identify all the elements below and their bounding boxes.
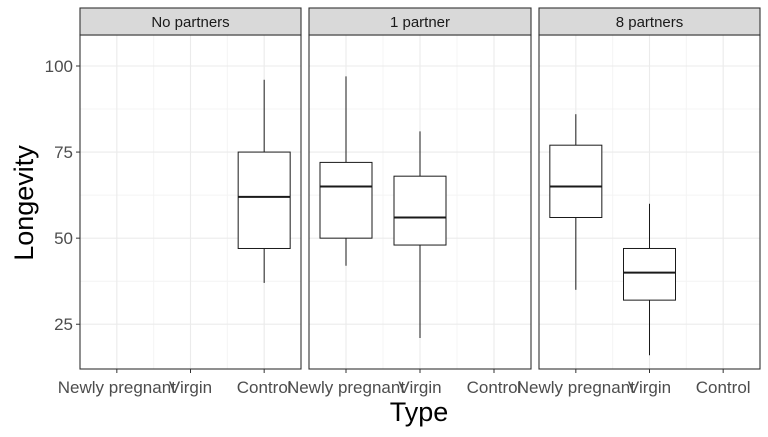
x-tick-label: Virgin [398,378,441,397]
x-tick-label: Virgin [169,378,212,397]
x-tick-label: Virgin [628,378,671,397]
box-iqr [623,247,676,301]
box-iqr [549,144,603,218]
box-iqr [319,161,373,239]
facet-strip-label: 8 partners [616,14,684,31]
x-tick-label: Newly pregnant [287,378,405,397]
facet-strip [308,7,532,36]
box-iqr [237,151,291,249]
x-tick-label: Control [467,378,522,397]
box-iqr [393,175,447,246]
facet-strip-label: No partners [151,14,229,31]
y-tick-label: 25 [54,315,73,334]
facet-strip [79,7,302,36]
x-axis-title: Type [390,397,449,427]
y-tick-label: 75 [54,143,73,162]
x-tick-label: Control [237,378,292,397]
x-tick-label: Control [696,378,751,397]
y-tick-label: 100 [45,57,73,76]
x-tick-label: Newly pregnant [517,378,635,397]
y-tick-label: 50 [54,229,73,248]
x-tick-label: Newly pregnant [58,378,176,397]
facet-strip-label: 1 partner [390,14,450,31]
y-axis-title: Longevity [9,145,39,261]
facet-strip [538,7,761,36]
